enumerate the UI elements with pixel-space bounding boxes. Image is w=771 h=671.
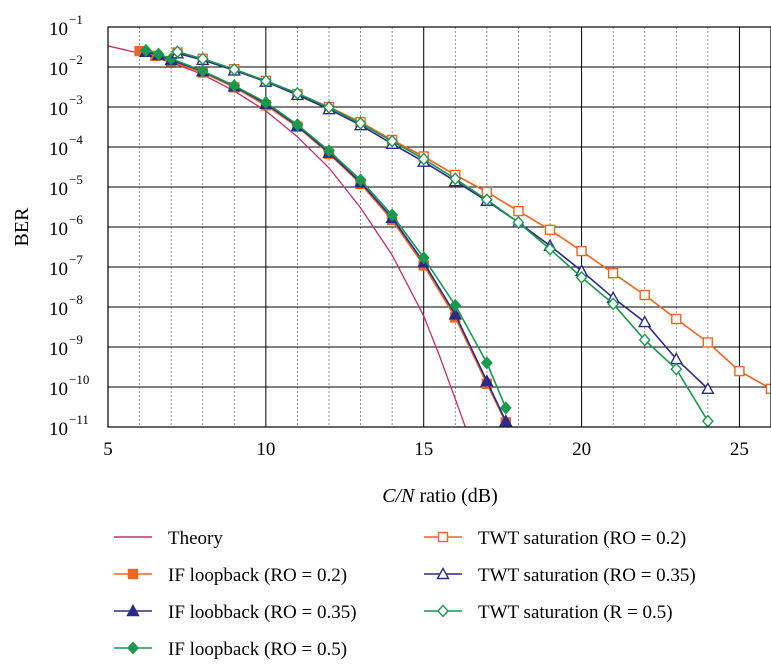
x-tick-label: 5 bbox=[103, 439, 113, 460]
y-tick-exponent: −6 bbox=[69, 212, 83, 227]
legend-label: IF loobback (RO = 0.35) bbox=[168, 602, 357, 623]
legend: Theory IF loopback (RO = 0.2) IF loobback … bbox=[114, 528, 696, 660]
legend-label: IF loopback (RO = 0.5) bbox=[168, 639, 347, 660]
data-point bbox=[767, 384, 771, 393]
x-tick-label: 15 bbox=[414, 439, 433, 460]
data-point bbox=[735, 367, 744, 376]
legend-label: Theory bbox=[168, 528, 223, 549]
legend-label: IF loopback (RO = 0.2) bbox=[168, 565, 347, 586]
y-tick-base: 10 bbox=[49, 179, 68, 200]
y-tick-exponent: −1 bbox=[69, 12, 83, 27]
legend-item: TWT saturation (RO = 0.35) bbox=[424, 565, 696, 586]
y-tick-label: 10 bbox=[49, 259, 68, 280]
data-point bbox=[640, 290, 649, 299]
data-point bbox=[577, 247, 586, 256]
legend-item: IF loopback (RO = 0.5) bbox=[114, 639, 347, 660]
y-tick-exponent: −10 bbox=[69, 372, 89, 387]
y-tick-base: 10 bbox=[49, 139, 68, 160]
legend-item: IF loobback (RO = 0.35) bbox=[114, 602, 357, 623]
legend-item: TWT saturation (R = 0.5) bbox=[424, 602, 673, 623]
y-tick-base: 10 bbox=[49, 219, 68, 240]
data-point bbox=[639, 317, 650, 327]
x-tick-label: 10 bbox=[256, 439, 275, 460]
y-tick-exponent: −7 bbox=[69, 252, 83, 267]
y-tick-label: 10 bbox=[49, 179, 68, 200]
y-tick-exponent: −11 bbox=[69, 412, 89, 427]
y-tick-label: 10 bbox=[49, 99, 68, 120]
legend-swatch-marker bbox=[438, 606, 448, 617]
data-point bbox=[672, 315, 681, 324]
y-tick-base: 10 bbox=[49, 419, 68, 440]
data-point bbox=[514, 207, 523, 216]
y-tick-exponent: −2 bbox=[69, 52, 83, 67]
y-tick-base: 10 bbox=[49, 379, 68, 400]
y-tick-exponent: −3 bbox=[69, 92, 83, 107]
legend-label: TWT saturation (RO = 0.35) bbox=[478, 565, 696, 586]
data-point bbox=[482, 357, 492, 368]
y-tick-exponent: −5 bbox=[69, 172, 83, 187]
legend-item: IF loopback (RO = 0.2) bbox=[114, 565, 347, 586]
y-tick-label: 10 bbox=[49, 59, 68, 80]
y-tick-label: 10 bbox=[49, 339, 68, 360]
y-tick-base: 10 bbox=[49, 19, 68, 40]
legend-swatch-marker bbox=[128, 643, 138, 654]
y-tick-label: 10 bbox=[49, 299, 68, 320]
legend-swatch-marker bbox=[439, 533, 448, 542]
series-6 bbox=[172, 48, 713, 394]
y-tick-exponent: −9 bbox=[69, 332, 83, 347]
y-tick-base: 10 bbox=[49, 59, 68, 80]
x-axis-title-variable: C/N bbox=[382, 485, 416, 507]
data-point bbox=[501, 402, 511, 413]
y-tick-base: 10 bbox=[49, 299, 68, 320]
x-axis-title-unit: ratio (dB) bbox=[414, 485, 497, 507]
x-tick-labels: 5 10 15 20 25 bbox=[103, 439, 749, 460]
legend-swatch-marker bbox=[129, 570, 138, 579]
y-tick-label: 10 bbox=[49, 219, 68, 240]
series-layer bbox=[105, 45, 771, 467]
y-tick-base: 10 bbox=[49, 259, 68, 280]
y-tick-labels: 10 −110 −210 −310 −410 −510 −610 −710 −810 −910 −1… bbox=[49, 12, 89, 440]
y-tick-base: 10 bbox=[49, 99, 68, 120]
x-tick-label: 20 bbox=[572, 439, 591, 460]
data-point bbox=[546, 225, 555, 234]
series-line bbox=[178, 53, 708, 389]
legend-label: TWT saturation (R = 0.5) bbox=[478, 602, 673, 623]
y-tick-label: 10 bbox=[49, 419, 68, 440]
y-tick-label: 10 bbox=[49, 139, 68, 160]
x-axis-title: C/N ratio (dB) bbox=[382, 485, 498, 507]
data-point bbox=[703, 416, 713, 427]
y-axis-title: BER bbox=[11, 207, 33, 247]
y-tick-exponent: −4 bbox=[69, 132, 83, 147]
legend-item: TWT saturation (RO = 0.2) bbox=[424, 528, 686, 549]
y-tick-label: 10 bbox=[49, 379, 68, 400]
y-tick-label: 10 bbox=[49, 19, 68, 40]
legend-item: Theory bbox=[114, 528, 223, 549]
legend-label: TWT saturation (RO = 0.2) bbox=[478, 528, 686, 549]
y-tick-exponent: −8 bbox=[69, 292, 83, 307]
data-point bbox=[609, 269, 618, 278]
grid-lines bbox=[108, 27, 771, 427]
y-tick-base: 10 bbox=[49, 339, 68, 360]
data-point bbox=[703, 338, 712, 347]
x-tick-label: 25 bbox=[730, 439, 749, 460]
